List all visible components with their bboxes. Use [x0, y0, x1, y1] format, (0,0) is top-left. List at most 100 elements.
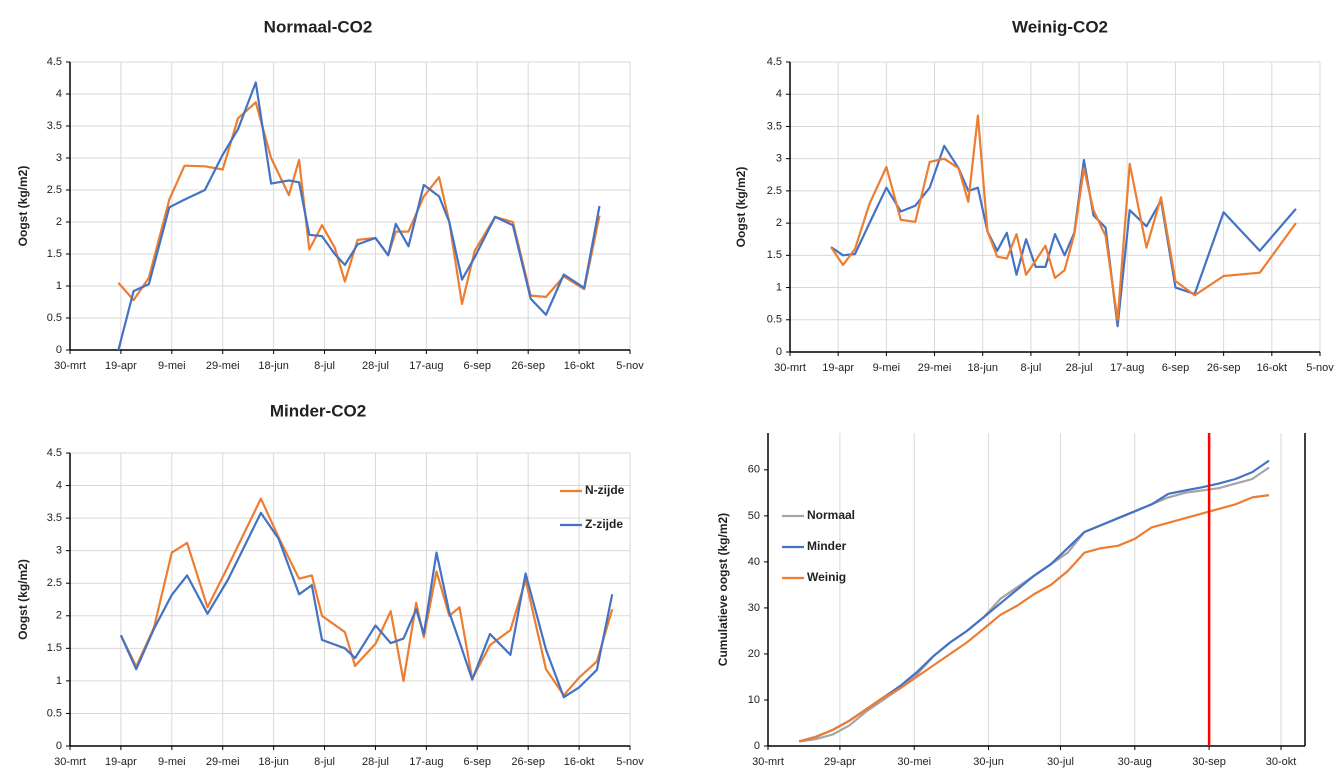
x-tick-label: 9-mei — [158, 756, 186, 768]
x-tick-label: 26-sep — [511, 756, 545, 768]
x-tick-label: 16-okt — [1257, 362, 1288, 374]
y-tick-label: 0.5 — [47, 312, 62, 324]
x-tick-label: 5-nov — [1306, 362, 1334, 374]
x-tick-label: 17-aug — [409, 756, 443, 768]
y-tick-label: 3 — [56, 545, 62, 557]
legend-label: Minder — [807, 539, 847, 553]
series-line — [117, 81, 601, 351]
x-tick-label: 16-okt — [564, 360, 595, 372]
y-tick-label: 20 — [748, 648, 760, 660]
y-tick-label: 3 — [776, 153, 782, 165]
x-tick-label: 30-jun — [973, 756, 1004, 768]
y-tick-label: 4.5 — [47, 56, 62, 68]
x-tick-label: 19-apr — [105, 360, 137, 372]
x-tick-label: 16-okt — [564, 756, 595, 768]
x-tick-label: 6-sep — [464, 360, 492, 372]
y-tick-label: 2.5 — [47, 184, 62, 196]
x-tick-label: 28-jul — [362, 360, 389, 372]
chart-title: Minder-CO2 — [270, 401, 366, 420]
chart-title: Normaal-CO2 — [264, 17, 373, 36]
y-tick-label: 60 — [748, 464, 760, 476]
x-tick-label: 9-mei — [158, 360, 186, 372]
y-axis-title: Oogst (kg/m2) — [16, 559, 30, 640]
y-tick-label: 2.5 — [767, 185, 782, 197]
x-tick-label: 19-apr — [105, 756, 137, 768]
x-tick-label: 6-sep — [464, 756, 492, 768]
series-line — [117, 101, 601, 305]
y-tick-label: 2 — [776, 217, 782, 229]
y-tick-label: 30 — [748, 602, 760, 614]
x-tick-label: 9-mei — [873, 362, 901, 374]
x-tick-label: 30-mei — [897, 756, 931, 768]
y-tick-label: 50 — [748, 510, 760, 522]
y-tick-label: 3.5 — [767, 120, 782, 132]
y-tick-label: 4.5 — [47, 447, 62, 459]
x-tick-label: 5-nov — [616, 756, 644, 768]
x-tick-label: 30-okt — [1266, 756, 1297, 768]
legend-label: Z-zijde — [585, 517, 623, 531]
chart-title: Weinig-CO2 — [1012, 17, 1108, 36]
legend-label: Weinig — [807, 570, 846, 584]
x-tick-label: 19-apr — [822, 362, 854, 374]
y-tick-label: 2 — [56, 610, 62, 622]
y-axis-title: Oogst (kg/m2) — [734, 167, 748, 248]
y-axis-title: Oogst (kg/m2) — [16, 166, 30, 247]
y-tick-label: 4 — [56, 479, 62, 491]
y-tick-label: 10 — [748, 694, 760, 706]
x-tick-label: 30-mrt — [54, 756, 86, 768]
series-line — [798, 459, 1270, 743]
y-tick-label: 0.5 — [47, 707, 62, 719]
x-tick-label: 30-sep — [1192, 756, 1226, 768]
series-line — [119, 511, 614, 699]
x-tick-label: 26-sep — [1207, 362, 1241, 374]
x-tick-label: 8-jul — [314, 756, 335, 768]
x-tick-label: 8-jul — [314, 360, 335, 372]
x-tick-label: 30-mrt — [774, 362, 806, 374]
series-line — [830, 114, 1297, 321]
y-tick-label: 2.5 — [47, 577, 62, 589]
y-tick-label: 40 — [748, 556, 760, 568]
y-tick-label: 4 — [56, 88, 62, 100]
y-tick-label: 3.5 — [47, 512, 62, 524]
x-tick-label: 17-aug — [1110, 362, 1144, 374]
y-tick-label: 1.5 — [767, 249, 782, 261]
x-tick-label: 29-mei — [206, 756, 240, 768]
x-tick-label: 30-mrt — [752, 756, 784, 768]
y-tick-label: 1 — [776, 281, 782, 293]
y-tick-label: 1.5 — [47, 642, 62, 654]
y-tick-label: 2 — [56, 216, 62, 228]
x-tick-label: 18-jun — [258, 360, 289, 372]
x-tick-label: 6-sep — [1162, 362, 1190, 374]
y-tick-label: 0 — [56, 740, 62, 752]
y-tick-label: 1 — [56, 675, 62, 687]
x-tick-label: 30-aug — [1118, 756, 1152, 768]
y-tick-label: 0.5 — [767, 314, 782, 326]
y-axis-title: Cumulatieve oogst (kg/m2) — [716, 513, 730, 666]
y-tick-label: 3.5 — [47, 120, 62, 132]
x-tick-label: 29-mei — [918, 362, 952, 374]
y-tick-label: 4 — [776, 88, 782, 100]
x-tick-label: 5-nov — [616, 360, 644, 372]
x-tick-label: 8-jul — [1021, 362, 1042, 374]
x-tick-label: 30-mrt — [54, 360, 86, 372]
legend-label: Normaal — [807, 508, 855, 522]
y-tick-label: 0 — [56, 344, 62, 356]
x-tick-label: 29-mei — [206, 360, 240, 372]
x-tick-label: 17-aug — [409, 360, 443, 372]
x-tick-label: 30-jul — [1047, 756, 1074, 768]
x-tick-label: 18-jun — [967, 362, 998, 374]
y-tick-label: 3 — [56, 152, 62, 164]
series-line — [798, 494, 1270, 743]
y-tick-label: 1 — [56, 280, 62, 292]
x-tick-label: 28-jul — [362, 756, 389, 768]
series-line — [799, 466, 1270, 743]
y-tick-label: 0 — [776, 346, 782, 358]
series-line — [830, 144, 1297, 328]
x-tick-label: 29-apr — [824, 756, 856, 768]
x-tick-label: 28-jul — [1066, 362, 1093, 374]
legend-label: N-zijde — [585, 483, 625, 497]
y-tick-label: 4.5 — [767, 56, 782, 68]
y-tick-label: 0 — [754, 740, 760, 752]
x-tick-label: 26-sep — [511, 360, 545, 372]
